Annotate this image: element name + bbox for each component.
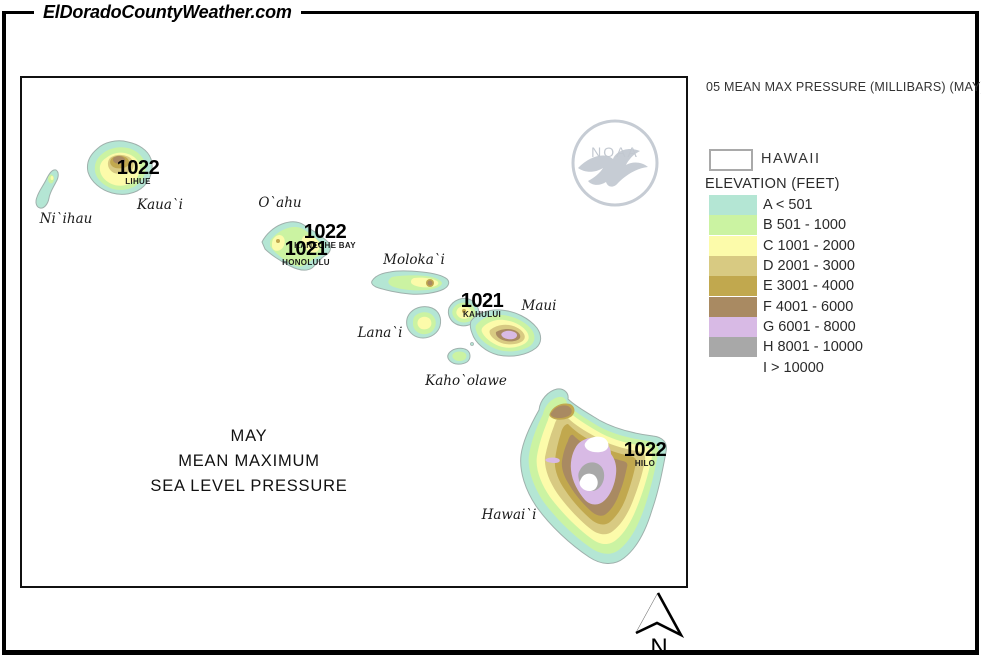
- island-label-oahu: O`ahu: [258, 195, 302, 211]
- island-molokai-shape: [371, 270, 450, 295]
- legend-label-e: E 3001 - 4000: [763, 278, 855, 295]
- legend-row: A < 501: [709, 195, 863, 216]
- legend-row: F 4001 - 6000: [709, 296, 863, 317]
- legend-row: E 3001 - 4000: [709, 276, 863, 297]
- island-elevation-graphic: NOAA: [35, 119, 667, 564]
- legend-swatch-c: [709, 235, 757, 256]
- pressure-station-kahului: 1021 KAHULUI: [460, 290, 504, 319]
- island-label-niihau: Ni`ihau: [39, 211, 93, 227]
- island-label-kahoolawe: Kaho`olawe: [425, 373, 507, 389]
- caption-line-2: MEAN MAXIMUM: [178, 452, 320, 470]
- legend-swatch-g: [709, 316, 757, 337]
- panel-title: 05 MEAN MAX PRESSURE (MILLIBARS) (MAY): [706, 80, 981, 94]
- legend-label-b: B 501 - 1000: [763, 217, 847, 234]
- island-oahu-shape: [261, 221, 331, 271]
- legend-swatch-b: [709, 215, 757, 236]
- legend-label-a: A < 501: [763, 197, 813, 214]
- legend-row: H 8001 - 10000: [709, 337, 863, 358]
- legend-swatch-d: [709, 256, 757, 277]
- island-maui-shape: [447, 297, 542, 357]
- pressure-station-kaneohe-bay: 1022 KANEOHE BAY: [294, 221, 356, 250]
- pressure-value: 1022: [623, 439, 667, 461]
- legend-swatch-f: [709, 296, 757, 317]
- site-title: ElDoradoCountyWeather.com: [34, 0, 301, 25]
- island-label-lanai: Lana`i: [357, 325, 403, 341]
- island-kauai-shape: [87, 140, 153, 195]
- legend-swatch-e: [709, 276, 757, 297]
- pressure-station-hilo: 1022 HILO: [623, 439, 667, 468]
- station-name: LIHUE: [125, 177, 151, 186]
- island-label-kauai: Kaua`i: [137, 197, 183, 213]
- station-name: HILO: [634, 459, 656, 468]
- legend-label-h: H 8001 - 10000: [763, 339, 863, 356]
- island-label-hawaii: Hawai`i: [481, 507, 537, 523]
- island-hawaii-shape: [520, 388, 667, 564]
- station-name: KAHULUI: [462, 310, 502, 319]
- elevation-legend: A < 501 B 501 - 1000 C 1001 - 2000 D 200…: [709, 195, 863, 378]
- island-lanai-shape: [406, 306, 442, 339]
- legend-swatch-h: [709, 337, 757, 358]
- noaa-logo-text: NOAA: [591, 144, 639, 160]
- hawaii-region-label: HAWAII: [761, 151, 821, 167]
- legend-swatch-i: [709, 357, 757, 378]
- noaa-logo: NOAA: [571, 119, 659, 207]
- legend-row: I > 10000: [709, 357, 863, 378]
- elevation-legend-heading: ELEVATION (FEET): [705, 176, 840, 192]
- legend-label-d: D 2001 - 3000: [763, 258, 855, 275]
- caption-line-3: SEA LEVEL PRESSURE: [150, 477, 348, 495]
- legend-row: G 6001 - 8000: [709, 316, 863, 337]
- pressure-station-lihue: 1022 LIHUE: [116, 157, 160, 186]
- island-niihau-shape: [35, 169, 59, 209]
- legend-swatch-a: [709, 195, 757, 216]
- hawaii-map: NOAA Ni`ihau Kaua`i O`ahu Moloka`i Lana`…: [20, 76, 688, 588]
- north-arrow: N: [635, 592, 685, 659]
- station-name: KANEOHE BAY: [294, 241, 356, 250]
- noaa-bird-icon: [578, 148, 648, 187]
- map-caption: MAY MEAN MAXIMUM SEA LEVEL PRESSURE: [118, 424, 380, 499]
- pressure-value: 1021: [284, 238, 328, 260]
- caption-line-1: MAY: [230, 427, 268, 445]
- island-label-molokai: Moloka`i: [383, 252, 445, 268]
- north-arrow-label: N: [650, 634, 667, 659]
- legend-row: D 2001 - 3000: [709, 256, 863, 277]
- island-kahoolawe-shape: [447, 347, 471, 365]
- pressure-value: 1022: [303, 221, 347, 243]
- hawaii-region-swatch: [709, 149, 753, 171]
- legend-label-c: C 1001 - 2000: [763, 237, 855, 254]
- legend-label-g: G 6001 - 8000: [763, 318, 856, 335]
- station-name: HONOLULU: [282, 258, 330, 267]
- pressure-station-honolulu: 1021 HONOLULU: [282, 238, 330, 267]
- legend-label-f: F 4001 - 6000: [763, 298, 854, 315]
- island-label-maui: Maui: [521, 298, 557, 314]
- legend-row: B 501 - 1000: [709, 215, 863, 236]
- pressure-value: 1021: [460, 290, 504, 312]
- pressure-value: 1022: [116, 157, 160, 179]
- legend-label-i: I > 10000: [763, 359, 824, 376]
- legend-row: C 1001 - 2000: [709, 235, 863, 256]
- page-border-frame: [2, 11, 979, 655]
